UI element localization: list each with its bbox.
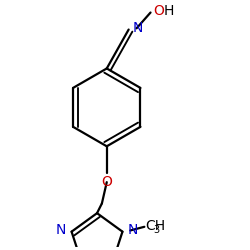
Text: H: H [163,4,174,18]
Text: N: N [133,21,143,35]
Text: O: O [153,4,164,18]
Text: 3: 3 [154,225,160,235]
Text: O: O [101,176,112,190]
Text: N: N [128,224,138,237]
Text: N: N [56,224,66,237]
Text: CH: CH [145,219,165,233]
